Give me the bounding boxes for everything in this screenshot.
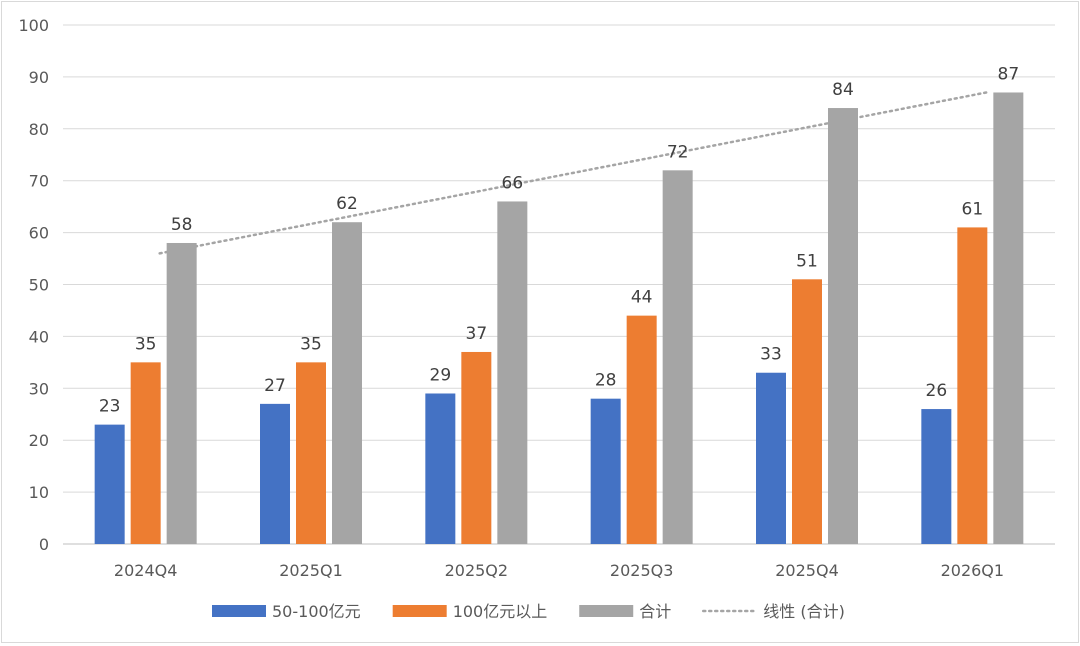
data-label: 33 [760, 345, 782, 365]
data-label: 29 [430, 365, 452, 385]
y-tick-label: 40 [29, 327, 49, 346]
data-label: 87 [998, 64, 1020, 84]
bar [260, 403, 290, 544]
x-tick-label: 2025Q1 [279, 561, 343, 580]
bar [332, 222, 362, 544]
data-labels: 23 35 58 27 35 62 29 37 66 28 44 72 33 51 84 26 61 87 [99, 64, 1019, 416]
legend-item: 线性 (合计) [702, 602, 845, 621]
legend-item: 50-100亿元 [212, 602, 361, 621]
y-tick-label: 80 [29, 120, 49, 139]
x-tick-label: 2025Q3 [610, 561, 674, 580]
legend-swatch [579, 605, 634, 617]
data-label: 37 [466, 324, 488, 344]
y-tick-label: 20 [29, 431, 49, 450]
legend-item: 100亿元以上 [392, 602, 548, 621]
legend-swatch [212, 605, 266, 617]
bar [792, 279, 822, 544]
y-tick-label: 100 [18, 16, 49, 35]
data-label: 51 [796, 251, 818, 271]
axes: 0 10 20 30 40 50 60 70 80 90 100 2024Q4 2025Q1 2025Q2… [18, 16, 1055, 580]
data-label: 28 [595, 371, 617, 391]
data-label: 27 [264, 376, 286, 396]
bar [130, 362, 161, 544]
y-tick-label: 90 [29, 68, 49, 87]
bar [296, 362, 326, 544]
bar [461, 351, 492, 544]
trendline-layer [158, 91, 988, 255]
y-tick-label: 10 [29, 483, 49, 502]
legend-label: 合计 [639, 602, 671, 621]
bar [921, 409, 952, 544]
bar [626, 315, 657, 544]
data-label: 35 [300, 334, 322, 354]
bar [166, 242, 197, 545]
bar [497, 201, 528, 544]
bar [993, 92, 1024, 544]
data-label: 72 [667, 142, 689, 162]
x-tick-label: 2025Q2 [445, 561, 509, 580]
data-label: 61 [962, 199, 984, 219]
bar [590, 398, 621, 544]
x-tick-label: 2026Q1 [941, 561, 1005, 580]
legend-label: 线性 (合计) [763, 602, 845, 621]
data-label: 26 [926, 381, 948, 401]
bars [94, 92, 1024, 545]
trendline [158, 91, 988, 255]
legend-item: 合计 [579, 602, 671, 621]
bar [425, 393, 456, 544]
bar [828, 108, 858, 544]
y-tick-label: 70 [29, 172, 49, 191]
data-label: 44 [631, 288, 653, 308]
data-label: 66 [502, 173, 524, 193]
data-label: 23 [99, 397, 121, 417]
legend-label: 100亿元以上 [453, 602, 548, 621]
data-label: 84 [832, 80, 854, 100]
gridlines [63, 24, 1055, 493]
bar [756, 372, 786, 544]
bar [662, 170, 693, 544]
data-label: 58 [171, 215, 193, 235]
bar [957, 227, 988, 544]
legend-swatch [392, 605, 447, 617]
x-tick-label: 2025Q4 [775, 561, 839, 580]
y-tick-label: 60 [29, 224, 49, 243]
data-label: 35 [135, 334, 157, 354]
legend-label: 50-100亿元 [272, 602, 361, 621]
data-label: 62 [336, 194, 358, 214]
y-tick-label: 0 [39, 535, 49, 554]
y-tick-label: 30 [29, 379, 49, 398]
legend: 50-100亿元 100亿元以上 合计 线性 (合计) [212, 602, 845, 621]
bar [94, 424, 125, 544]
y-tick-label: 50 [29, 276, 49, 295]
x-tick-label: 2024Q4 [114, 561, 178, 580]
